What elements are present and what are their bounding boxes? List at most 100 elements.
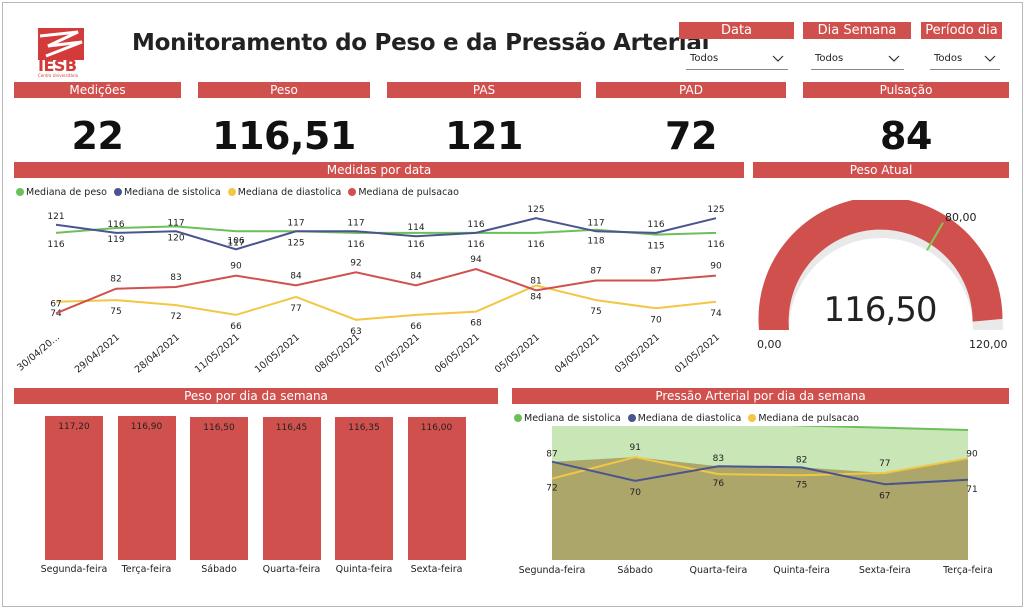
data-label: 67 [50,299,61,309]
data-label: 77 [879,459,890,469]
x-tick-label: 29/04/2021 [73,332,122,376]
data-label: 125 [707,205,724,215]
x-tick-label: Sábado [617,565,653,576]
data-label: 116 [527,240,544,250]
iesb-logo: IESB Centro Universitário [38,28,86,78]
bar-value-label: 116,35 [348,423,380,434]
x-tick-label: Sexta-feira [410,564,463,575]
legend-item-peso[interactable]: Mediana de peso [16,187,107,198]
bar-chart[interactable]: 117,20 Segunda-feira 116,90 Terça-feira 116,… [14,404,498,584]
data-label: 90 [710,262,722,272]
slicer-value: Todos [934,53,963,64]
x-tick-label: Quarta-feira [262,564,321,575]
bar[interactable] [190,416,248,560]
x-tick-label: 06/05/2021 [433,332,482,376]
series-diastolica-line [551,460,969,486]
data-label: 74 [710,309,722,319]
data-label: 75 [796,480,807,490]
line-chart-legend: Mediana de peso Mediana de sistolica Med… [16,187,459,198]
slicer-dropdown-dia-semana[interactable]: Todos [811,49,904,70]
data-label: 71 [966,485,977,495]
data-label: 125 [287,238,304,248]
x-tick-label: Terça-feira [121,564,172,575]
legend-item-diastolica[interactable]: Mediana de diastolica [224,187,341,198]
legend-dot-icon [627,414,636,422]
x-tick-label: 03/05/2021 [613,332,662,376]
gauge-target-marker [926,222,944,251]
area-chart[interactable]: 1241231221191171158770838267717291767577… [512,426,1009,586]
bar-value-label: 116,45 [275,422,308,433]
data-label: 84 [530,292,542,302]
series-pulsacao-line [551,456,969,480]
data-label: 87 [590,266,601,276]
x-tick-label: 08/05/2021 [313,332,362,376]
data-label: 70 [650,315,662,325]
kpi-value-pad: 72 [665,114,717,158]
data-label: 116 [467,240,484,250]
data-label: 75 [590,307,601,317]
data-label: 77 [290,304,301,314]
data-label: 84 [290,271,302,281]
slicer-dropdown-data[interactable]: Todos [686,49,788,70]
x-tick-label: Sábado [201,564,237,575]
data-label: 66 [410,322,422,332]
chevron-down-icon [772,55,784,62]
bar[interactable] [335,417,393,560]
legend-item-diastolica[interactable]: Mediana de diastolica [624,413,741,424]
slicer-dropdown-periodo-dia[interactable]: Todos [930,49,1000,70]
data-label: 121 [47,212,64,222]
logo-mark-icon [38,28,84,60]
x-tick-label: Quarta-feira [690,565,748,576]
gauge-fill [758,200,1003,330]
x-tick-label: Quinta-feira [335,564,393,575]
data-label: 75 [110,307,121,317]
line-chart[interactable]: 116 119 120 117 125 116 116 116 116 118 115 116 121 1… [14,200,744,380]
logo-subtitle: Centro Universitário [38,73,79,78]
legend-dot-icon [348,188,357,196]
series-line-2 [55,284,717,321]
legend-item-pulsacao[interactable]: Mediana de pulsacao [744,413,859,424]
legend-dot-icon [748,414,757,422]
legend-dot-icon [16,188,24,196]
data-label: 63 [350,327,361,337]
gauge-max-label: 120,00 [969,338,1008,351]
gauge-value: 116,50 [823,290,938,330]
page-title: Monitoramento do Peso e da Pressão Arter… [132,30,710,56]
legend-item-sistolica[interactable]: Mediana de sistolica [514,413,621,424]
slicer-header-periodo-dia: Período dia [921,22,1002,39]
bar[interactable] [45,416,103,560]
x-tick-label: 07/05/2021 [373,332,422,376]
bar-value-label: 117,20 [58,422,90,432]
data-label: 74 [50,309,62,319]
legend-dot-icon [227,188,236,196]
slicer-value: Todos [815,53,844,64]
legend-item-pulsacao[interactable]: Mediana de pulsacao [344,187,459,198]
data-label: 116 [107,220,124,230]
legend-item-sistolica[interactable]: Mediana de sistolica [110,187,221,198]
data-label: 120 [167,233,184,243]
data-label: 76 [713,479,725,489]
slicer-header-dia-semana: Dia Semana [803,22,911,39]
gauge-chart[interactable] [753,200,1009,360]
data-label: 115 [963,426,980,429]
bar[interactable] [117,416,176,560]
data-label: 116 [407,240,424,250]
kpi-header-pulsacao: Pulsação [803,82,1009,98]
slicer-value: Todos [690,53,719,64]
x-tick-label: 01/05/2021 [673,332,722,376]
chevron-down-icon [888,55,900,62]
bar[interactable] [262,416,321,560]
bar[interactable] [407,417,466,560]
data-label: 72 [170,312,181,322]
legend-dot-icon [514,414,522,422]
kpi-header-medicoes: Medições [14,82,181,98]
data-label: 81 [530,276,541,286]
logo-text: IESB [38,56,77,75]
area-chart-legend: Mediana de sistolica Mediana de diastoli… [514,413,859,424]
bar-value-label: 116,50 [203,422,235,433]
data-label: 87 [546,450,557,460]
area-chart-header: Pressão Arterial por dia da semana [512,388,1009,404]
x-tick-label: 28/04/2021 [133,332,182,376]
slicer-header-data: Data [679,22,794,39]
gauge-min-label: 0,00 [757,338,782,351]
